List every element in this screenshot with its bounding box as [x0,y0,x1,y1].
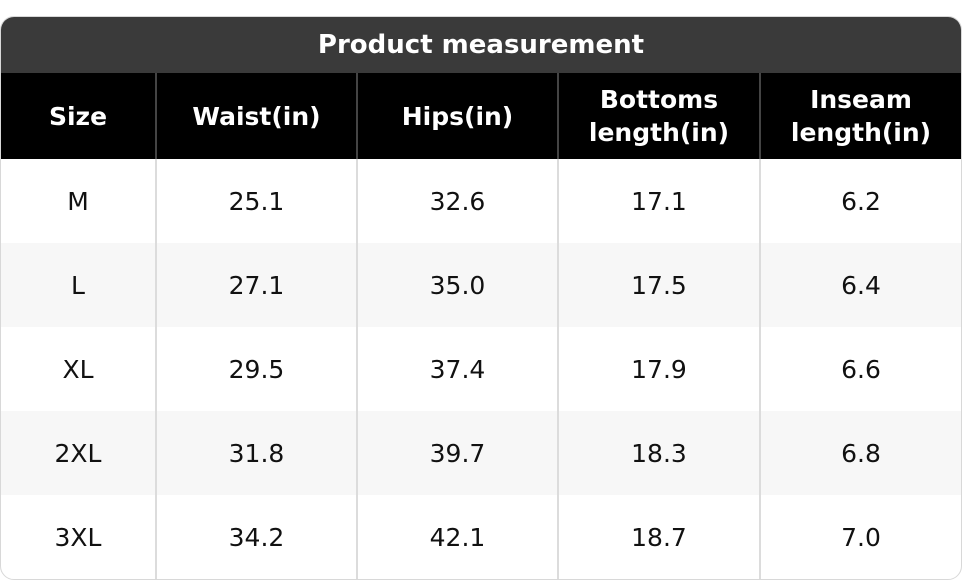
header-row: Size Waist(in) Hips(in) Bottoms length(in) I… [1,73,961,159]
table-row: L 27.1 35.0 17.5 6.4 [1,243,961,327]
header-cell: Waist(in) [155,73,357,159]
measurement-cell: 37.4 [356,327,558,411]
measurement-cell: 6.4 [759,243,961,327]
size-cell: 3XL [54,522,102,552]
size-cell: XL [62,354,94,384]
measurement-cell: 6.6 [759,327,961,411]
measurement-cell: 27.1 [155,243,357,327]
measurement-cell: 31.8 [155,411,357,495]
measurement-cell: 32.6 [356,159,558,243]
measurement-cell: 17.1 [557,159,760,243]
measurement-cell: 35.0 [356,243,558,327]
measurement-cell: 6.2 [759,159,961,243]
table-row: XL 29.5 37.4 17.9 6.6 [1,327,961,411]
table-row: 2XL 31.8 39.7 18.3 6.8 [1,411,961,495]
header-cell: Inseam length(in) [759,73,961,159]
measurement-cell: 7.0 [759,495,961,579]
size-cell: L [1,243,156,327]
measurement-card: Product measurement Size Waist(in) Hips(in… [0,16,962,580]
header-cell: Hips(in) [356,73,558,159]
measurement-cell: 25.1 [155,159,357,243]
table-title: Product measurement [1,17,961,73]
header-cell: Bottoms length(in) [557,73,760,159]
measurement-cell: 18.7 [557,495,760,579]
measurement-cell: 34.2 [155,495,357,579]
measurement-cell: 39.7 [356,411,558,495]
table-row: 3XL 34.2 42.1 18.7 7.0 [1,495,961,579]
size-cell: M [67,186,89,216]
header-cell: Size [1,73,156,159]
size-cell: 2XL [1,411,156,495]
table-body: M 25.1 32.6 17.1 6.2 L 27.1 35.0 17.5 6.4 XL 29.5 37… [1,159,961,579]
measurement-cell: 6.8 [759,411,961,495]
size-table: Size Waist(in) Hips(in) Bottoms length(in) I… [1,73,961,579]
measurement-cell: 42.1 [356,495,558,579]
measurement-cell: 17.5 [557,243,760,327]
measurement-cell: 29.5 [155,327,357,411]
measurement-cell: 18.3 [557,411,760,495]
table-row: M 25.1 32.6 17.1 6.2 [1,159,961,243]
measurement-cell: 17.9 [557,327,760,411]
